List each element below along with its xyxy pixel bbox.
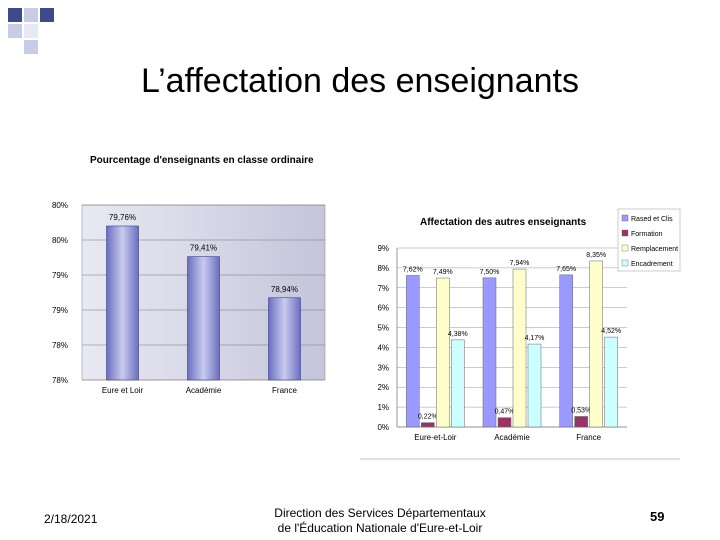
chart2-legend-label: Remplacement	[631, 246, 678, 253]
chart1-y-tick: 80%	[52, 201, 68, 210]
chart2-category-label: Académie	[494, 433, 530, 442]
deco-square	[8, 24, 22, 38]
chart1-y-tick: 78%	[52, 376, 68, 385]
chart2-category-label: Eure-et-Loir	[414, 433, 457, 442]
footer-organization: Direction des Services Départementaux de…	[240, 506, 520, 536]
chart2-y-tick: 1%	[377, 403, 389, 412]
chart2-category-label: France	[576, 433, 601, 442]
chart1-data-label: 79,76%	[109, 213, 136, 222]
chart2-bar	[421, 422, 435, 428]
deco-square	[40, 8, 54, 22]
chart2-bar	[406, 275, 420, 428]
chart2-legend-label: Encadrement	[631, 261, 673, 268]
chart2-bar	[436, 277, 450, 428]
chart2-bar	[574, 416, 588, 428]
chart2-data-label: 4,17%	[525, 335, 545, 342]
chart1-y-tick: 78%	[52, 341, 68, 350]
chart2-data-label: 4,38%	[448, 331, 468, 338]
chart1-y-tick: 79%	[52, 271, 68, 280]
chart2-data-label: 4,52%	[601, 328, 621, 335]
chart2-data-label: 7,94%	[510, 260, 530, 267]
deco-square	[24, 8, 38, 22]
chart2-legend-swatch	[621, 244, 629, 252]
deco-square	[24, 40, 38, 54]
chart2-y-tick: 8%	[377, 264, 389, 273]
chart2-bar	[512, 268, 527, 428]
chart2-legend-swatch	[621, 259, 629, 267]
chart2-y-tick: 2%	[377, 383, 389, 392]
footer-line-1: Direction des Services Départementaux	[274, 506, 486, 520]
chart2-bar	[451, 339, 465, 428]
footer-line-2: de l'Éducation Nationale d'Eure-et-Loir	[277, 521, 483, 535]
chart2-legend-label: Formation	[631, 231, 663, 238]
chart2-y-tick: 0%	[377, 423, 389, 432]
chart2-data-label: 7,65%	[556, 266, 576, 273]
chart2-bar	[604, 336, 618, 428]
chart2-legend	[617, 208, 681, 272]
chart2-bar	[527, 343, 542, 428]
chart1-data-label: 79,41%	[190, 244, 217, 253]
chart2-legend-swatch	[621, 229, 629, 237]
chart1-y-tick: 79%	[52, 306, 68, 315]
chart1-bar	[106, 225, 139, 381]
deco-square	[8, 8, 22, 22]
slide-title: L’affectation des enseignants	[141, 62, 579, 100]
chart1-category-label: France	[272, 386, 297, 395]
deco-square	[24, 24, 38, 38]
chart1-bar	[268, 297, 301, 381]
chart2-data-label: 7,62%	[403, 266, 423, 273]
chart2-bar	[482, 277, 497, 428]
chart1-category-label: Académie	[186, 386, 222, 395]
chart2-bar	[497, 417, 512, 428]
chart2-y-tick: 5%	[377, 324, 389, 333]
chart1-category-label: Eure et Loir	[102, 386, 144, 395]
chart2-y-tick: 3%	[377, 363, 389, 372]
chart2-y-tick: 7%	[377, 284, 389, 293]
chart2-legend-swatch	[621, 214, 629, 222]
chart2-data-label: 7,49%	[433, 269, 453, 276]
chart2-y-tick: 6%	[377, 304, 389, 313]
chart2-data-label: 7,50%	[480, 269, 500, 276]
chart1-data-label: 78,94%	[271, 285, 298, 294]
chart2-bar	[589, 260, 603, 428]
page-number: 59	[650, 509, 665, 524]
footer-date: 2/18/2021	[44, 512, 98, 526]
chart2-legend-label: Rased et Clis	[631, 216, 673, 223]
chart2-data-label: 0,22%	[418, 414, 438, 421]
chart1-y-tick: 80%	[52, 236, 68, 245]
chart2-y-tick: 4%	[377, 343, 389, 352]
chart2-data-label: 0,47%	[495, 409, 515, 416]
chart1-title: Pourcentage d'enseignants en classe ordi…	[90, 155, 314, 166]
chart2-data-label: 8,35%	[586, 252, 606, 259]
other-teachers-chart: Affectation des autres enseignants 0% 1% 2…	[360, 208, 681, 460]
chart2-y-tick: 9%	[377, 244, 389, 253]
chart2-title: Affectation des autres enseignants	[420, 217, 587, 228]
chart2-data-label: 0,53%	[571, 407, 591, 414]
chart2-bar	[559, 274, 573, 428]
chart1-bar	[187, 256, 220, 381]
classroom-teachers-chart: Pourcentage d'enseignants en classe ordi…	[52, 155, 326, 395]
